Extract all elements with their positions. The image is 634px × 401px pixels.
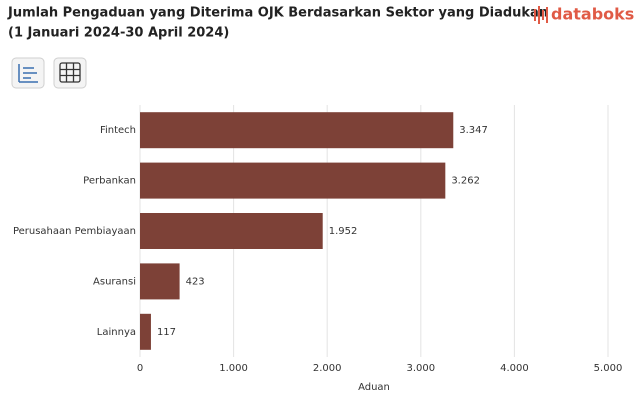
y-tick-label: Fintech bbox=[100, 125, 136, 136]
list-view-button[interactable] bbox=[11, 57, 45, 89]
data-label: 117 bbox=[157, 327, 176, 338]
bar bbox=[140, 162, 446, 199]
y-tick-label: Lainnya bbox=[97, 327, 136, 338]
x-tick-label: 4.000 bbox=[500, 363, 529, 374]
x-tick-label: 5.000 bbox=[594, 363, 623, 374]
chart-subtitle: (1 Januari 2024-30 April 2024) bbox=[8, 26, 229, 41]
data-label: 3.262 bbox=[451, 176, 480, 187]
bar bbox=[140, 263, 180, 300]
x-axis-title: Aduan bbox=[358, 382, 390, 393]
x-tick-label: 3.000 bbox=[406, 363, 435, 374]
bar bbox=[140, 313, 151, 350]
x-tick-label: 1.000 bbox=[219, 363, 248, 374]
x-tick-label: 2.000 bbox=[313, 363, 342, 374]
x-tick-label: 0 bbox=[137, 363, 143, 374]
bar bbox=[140, 213, 323, 249]
data-label: 423 bbox=[186, 276, 205, 287]
brand: databoks bbox=[551, 5, 634, 24]
data-label: 1.952 bbox=[329, 226, 358, 237]
y-tick-label: Asuransi bbox=[93, 276, 136, 287]
bar bbox=[140, 112, 454, 149]
data-label: 3.347 bbox=[459, 125, 488, 136]
y-tick-label: Perusahaan Pembiayaan bbox=[13, 226, 136, 237]
table-view-button[interactable] bbox=[53, 57, 87, 89]
logo: databoks bbox=[534, 5, 634, 24]
y-tick-label: Perbankan bbox=[83, 176, 136, 187]
chart-title: Jumlah Pengaduan yang Diterima OJK Berda… bbox=[7, 6, 548, 21]
